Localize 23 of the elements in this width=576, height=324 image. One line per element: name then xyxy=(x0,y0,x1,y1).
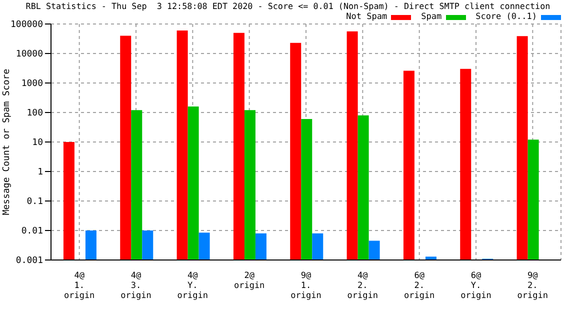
y-tick-label: 10000 xyxy=(16,50,43,60)
legend-label: Spam xyxy=(421,12,442,22)
x-tick-label: 9@ 1. origin xyxy=(290,271,322,301)
y-tick-label: 100 xyxy=(26,108,43,119)
legend-label: Score (0..1) xyxy=(476,12,537,22)
y-tick-label: 1 xyxy=(38,168,43,178)
y-axis-title: Message Count or Spam Score xyxy=(2,68,12,216)
x-tick-label: 6@ Y. origin xyxy=(460,271,492,301)
x-tick-label: 4@ 1. origin xyxy=(64,271,95,301)
x-tick-label: 4@ Y. origin xyxy=(177,271,208,301)
x-tick-label: 4@ 2. origin xyxy=(347,271,378,301)
y-tick-label: 100000 xyxy=(10,20,43,30)
legend-label: Not Spam xyxy=(346,12,388,22)
x-tick-label: 6@ 2. origin xyxy=(404,271,435,301)
x-tick-label: 4@ 3. origin xyxy=(120,271,152,301)
y-tick-label: 0.001 xyxy=(16,256,43,266)
x-tick-label: 9@ 2. origin xyxy=(517,271,548,301)
y-tick-label: 10 xyxy=(32,138,43,148)
y-tick-label: 0.1 xyxy=(26,197,43,208)
chart-title: RBL Statistics - Thu Sep 3 12:58:08 EDT 2020 - Score <= 0.01 (Non-Spam) - Direct SMTP client connection xyxy=(24,1,552,11)
x-tick-label: 2@ origin xyxy=(234,271,265,291)
y-tick-label: 0.01 xyxy=(21,226,43,237)
y-tick-label: 1000 xyxy=(21,79,43,90)
